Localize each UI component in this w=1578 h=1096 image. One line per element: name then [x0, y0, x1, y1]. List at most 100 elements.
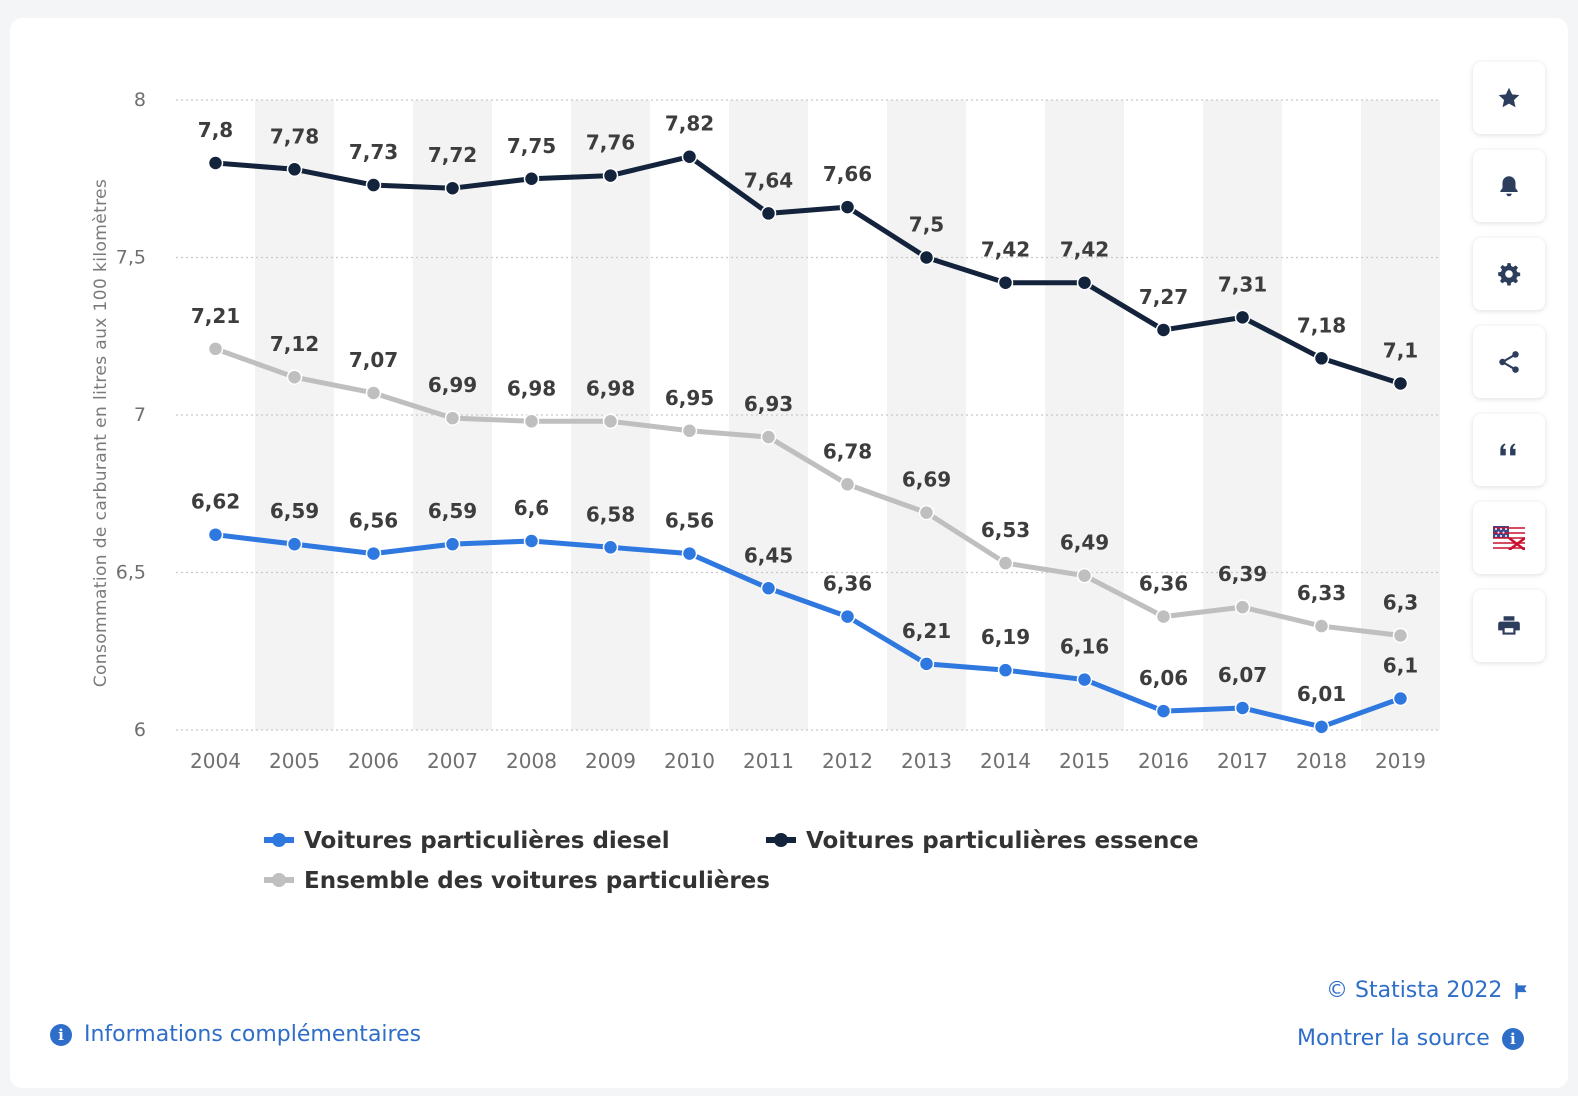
data-point[interactable]	[1313, 719, 1330, 735]
data-point[interactable]	[1392, 690, 1409, 707]
data-point[interactable]	[918, 656, 935, 672]
x-tick-label: 2006	[348, 749, 399, 773]
series-line	[215, 532, 1402, 730]
data-label: 6,58	[586, 502, 635, 526]
data-label: 6,36	[823, 572, 872, 596]
data-point[interactable]	[1313, 618, 1330, 634]
data-point[interactable]	[207, 155, 224, 171]
data-label: 7,42	[1060, 238, 1109, 262]
data-point[interactable]	[444, 180, 461, 196]
data-point[interactable]	[523, 533, 540, 549]
data-label: 6,56	[665, 509, 714, 533]
data-point[interactable]	[207, 526, 224, 543]
data-point[interactable]	[760, 429, 777, 445]
data-point[interactable]	[286, 536, 303, 552]
series-line	[215, 154, 1402, 386]
data-label: 6,49	[1060, 531, 1109, 555]
data-point[interactable]	[1392, 375, 1409, 392]
x-tick-label: 2004	[190, 749, 241, 773]
column-band	[1045, 100, 1124, 730]
data-point[interactable]	[1234, 309, 1251, 326]
data-point[interactable]	[997, 555, 1014, 571]
data-point[interactable]	[602, 539, 619, 556]
data-label: 7,27	[1139, 285, 1188, 309]
x-tick-label: 2013	[901, 749, 952, 773]
data-label: 6,6	[514, 496, 549, 520]
legend-item[interactable]: Ensemble des voitures particulières	[264, 868, 770, 894]
data-point[interactable]	[760, 205, 777, 222]
legend-item[interactable]: Voitures particulières essence	[766, 828, 1199, 854]
show-source-link[interactable]: Montrer la source i	[1297, 1026, 1524, 1051]
data-label: 6,59	[270, 499, 319, 523]
data-label: 7,73	[349, 140, 398, 164]
data-point[interactable]	[365, 177, 382, 193]
data-point[interactable]	[1155, 322, 1172, 338]
legend-label: Voitures particulières essence	[806, 828, 1199, 854]
data-point[interactable]	[997, 274, 1014, 291]
data-label: 7,72	[428, 143, 477, 167]
x-tick-label: 2011	[743, 749, 794, 773]
data-point[interactable]	[286, 369, 303, 385]
flag-icon	[1515, 982, 1527, 999]
data-label: 6,56	[349, 509, 398, 533]
data-point[interactable]	[1155, 608, 1172, 625]
copyright-link[interactable]: © Statista 2022	[1326, 978, 1530, 1003]
cite-button[interactable]	[1473, 414, 1545, 486]
data-point[interactable]	[444, 536, 461, 552]
data-point[interactable]	[365, 385, 382, 401]
data-point[interactable]	[365, 545, 382, 562]
data-label: 7,5	[909, 213, 944, 237]
show-source-text: Montrer la source	[1297, 1026, 1490, 1051]
data-point[interactable]	[1076, 567, 1093, 584]
data-point[interactable]	[1076, 671, 1093, 688]
x-tick-label: 2014	[980, 749, 1031, 773]
data-point[interactable]	[1234, 700, 1251, 716]
data-point[interactable]	[839, 199, 856, 215]
data-label: 6,62	[191, 490, 240, 514]
data-point[interactable]	[1155, 703, 1172, 719]
data-point[interactable]	[207, 341, 224, 357]
data-point[interactable]	[918, 249, 935, 266]
data-point[interactable]	[286, 161, 303, 178]
data-label: 7,18	[1297, 313, 1346, 337]
data-point[interactable]	[997, 662, 1014, 678]
data-point[interactable]	[444, 410, 461, 426]
info-icon: i	[50, 1023, 72, 1046]
data-point[interactable]	[918, 504, 935, 521]
data-point[interactable]	[602, 167, 619, 184]
favorite-button[interactable]	[1473, 62, 1545, 134]
legend-label: Voitures particulières diesel	[304, 828, 670, 854]
data-point[interactable]	[681, 148, 698, 165]
data-label: 7,21	[191, 304, 240, 328]
data-point[interactable]	[681, 545, 698, 562]
data-label: 6,93	[744, 392, 793, 416]
data-label: 7,42	[981, 238, 1030, 262]
legend-item[interactable]: Voitures particulières diesel	[264, 828, 670, 854]
data-point[interactable]	[681, 423, 698, 439]
data-point[interactable]	[523, 413, 540, 430]
data-point[interactable]	[1076, 274, 1093, 291]
data-label: 7,64	[744, 168, 793, 192]
data-point[interactable]	[760, 580, 777, 596]
data-point[interactable]	[839, 476, 856, 493]
notification-button[interactable]	[1473, 150, 1545, 222]
data-point[interactable]	[1392, 627, 1409, 644]
series-0: 6,62 6,59 6,56 6,59 6,6 6,58 6,56 6,45 6,36 6,21 6…	[191, 490, 1418, 735]
info-icon: i	[1501, 1027, 1524, 1050]
x-tick-label: 2019	[1375, 749, 1426, 773]
data-point[interactable]	[602, 413, 619, 430]
print-button[interactable]	[1473, 590, 1545, 662]
data-point[interactable]	[1313, 350, 1330, 367]
language-button[interactable]	[1473, 502, 1545, 574]
x-tick-label: 2010	[664, 749, 715, 773]
data-point[interactable]	[523, 171, 540, 187]
data-label: 7,76	[586, 131, 635, 155]
share-button[interactable]	[1473, 326, 1545, 398]
y-tick-label: 6	[134, 719, 146, 741]
data-point[interactable]	[1234, 599, 1251, 615]
data-label: 6,3	[1383, 591, 1418, 615]
more-info-link[interactable]: i Informations complémentaires	[50, 1022, 421, 1047]
settings-button[interactable]	[1473, 238, 1545, 310]
data-label: 6,98	[507, 376, 556, 400]
data-point[interactable]	[839, 608, 856, 625]
